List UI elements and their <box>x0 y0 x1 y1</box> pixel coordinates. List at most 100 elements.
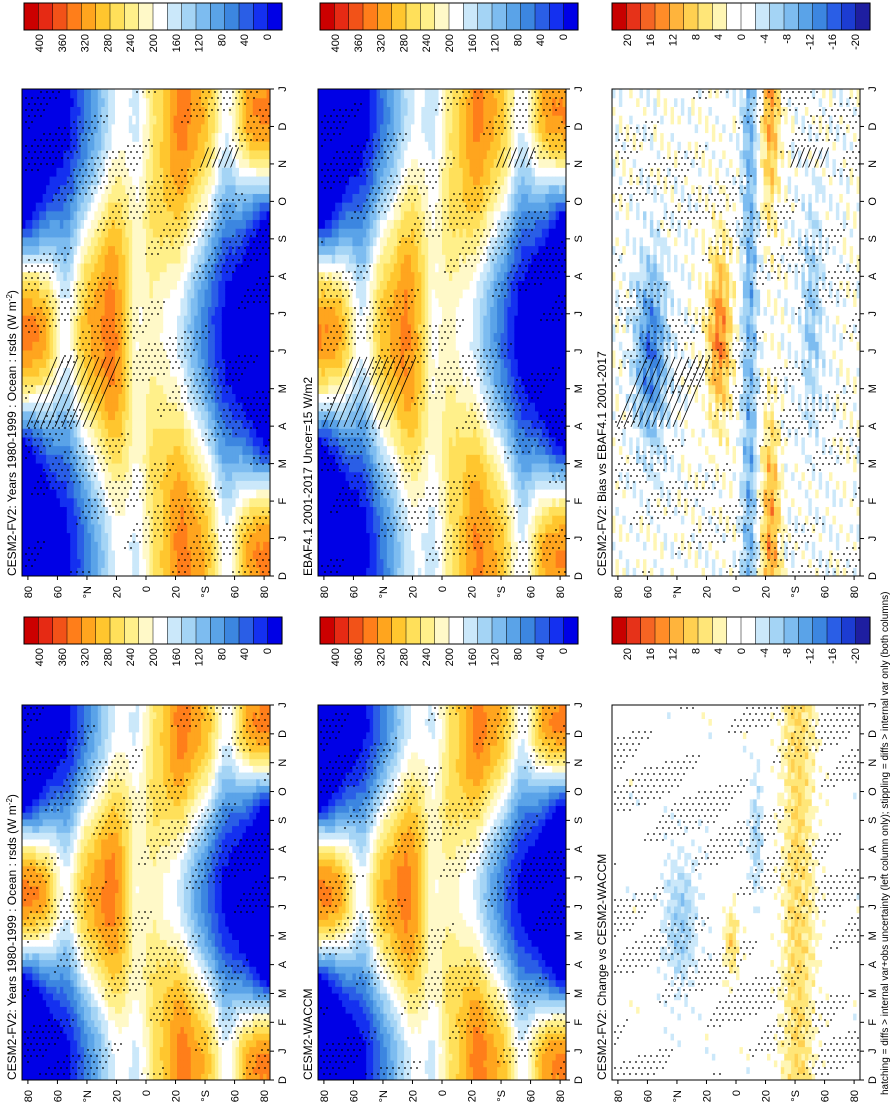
cell <box>197 445 202 455</box>
cell <box>118 323 123 334</box>
cell <box>49 711 54 719</box>
cell <box>56 228 61 238</box>
cell <box>35 818 40 827</box>
cell <box>177 315 182 325</box>
cell <box>94 523 99 534</box>
cell <box>42 123 47 134</box>
cell <box>256 202 261 212</box>
cell <box>132 115 137 125</box>
cell <box>221 428 226 438</box>
cell <box>128 454 133 464</box>
cell <box>263 167 268 177</box>
cell <box>77 158 82 168</box>
cell <box>35 885 40 894</box>
cell <box>142 419 147 429</box>
cell <box>22 436 27 447</box>
cell <box>25 932 30 940</box>
cell <box>39 89 44 99</box>
cell <box>66 515 71 525</box>
cell <box>149 445 154 455</box>
cell <box>245 375 250 386</box>
cell <box>221 436 226 447</box>
cell <box>115 549 120 560</box>
cell <box>194 306 199 316</box>
cell <box>170 541 175 551</box>
cell <box>46 979 51 987</box>
cell <box>225 489 230 499</box>
cell <box>39 567 44 576</box>
cell <box>170 193 175 203</box>
cell <box>263 480 268 490</box>
cell <box>132 219 137 229</box>
cell <box>84 384 89 394</box>
cell <box>35 149 40 160</box>
cell <box>25 480 30 490</box>
cell <box>46 832 51 840</box>
cell <box>25 375 30 386</box>
cell <box>252 454 257 464</box>
cell <box>56 115 61 125</box>
cell <box>139 262 144 273</box>
cell <box>101 297 106 308</box>
cell <box>128 523 133 534</box>
cell <box>42 89 47 99</box>
cell <box>170 236 175 247</box>
cell <box>170 497 175 508</box>
cell <box>22 1059 27 1068</box>
cell <box>22 349 27 360</box>
cell <box>132 419 137 429</box>
cell <box>56 705 61 713</box>
cell <box>73 375 78 386</box>
cell <box>242 462 247 473</box>
cell <box>66 1006 71 1014</box>
cell <box>49 771 54 780</box>
cell <box>177 280 182 290</box>
cell <box>97 236 102 247</box>
cell <box>115 523 120 534</box>
cell <box>49 306 54 316</box>
cell <box>214 375 219 386</box>
cell <box>53 262 58 273</box>
cell <box>70 1026 75 1034</box>
cell <box>177 454 182 464</box>
cell <box>149 323 154 334</box>
cell <box>97 506 102 516</box>
cell <box>53 532 58 542</box>
cell <box>228 175 233 186</box>
cell <box>49 859 54 867</box>
cell <box>84 97 89 107</box>
cell <box>84 358 89 368</box>
cell <box>242 132 247 142</box>
cell <box>39 852 44 860</box>
cell <box>142 306 147 316</box>
cell <box>146 228 151 238</box>
cell <box>73 979 78 987</box>
cell <box>211 419 216 429</box>
cell <box>22 567 27 576</box>
cell <box>132 289 137 299</box>
cell <box>53 123 58 134</box>
cell <box>42 825 47 833</box>
cell <box>46 254 51 264</box>
cell <box>22 959 27 967</box>
cell <box>59 89 64 99</box>
cell <box>25 280 30 290</box>
cell <box>70 825 75 833</box>
cell <box>25 506 30 516</box>
cell <box>35 1033 40 1041</box>
cell <box>266 167 270 177</box>
cell <box>242 271 247 281</box>
cell <box>242 306 247 316</box>
cell <box>94 549 99 560</box>
cell <box>94 497 99 508</box>
cell <box>142 349 147 360</box>
cell <box>163 410 168 421</box>
cell <box>39 219 44 229</box>
cell <box>245 515 250 525</box>
cell <box>249 541 254 551</box>
cell <box>28 812 33 820</box>
cell <box>28 454 33 464</box>
cell <box>70 771 75 780</box>
cell <box>121 245 126 255</box>
cell <box>70 297 75 308</box>
